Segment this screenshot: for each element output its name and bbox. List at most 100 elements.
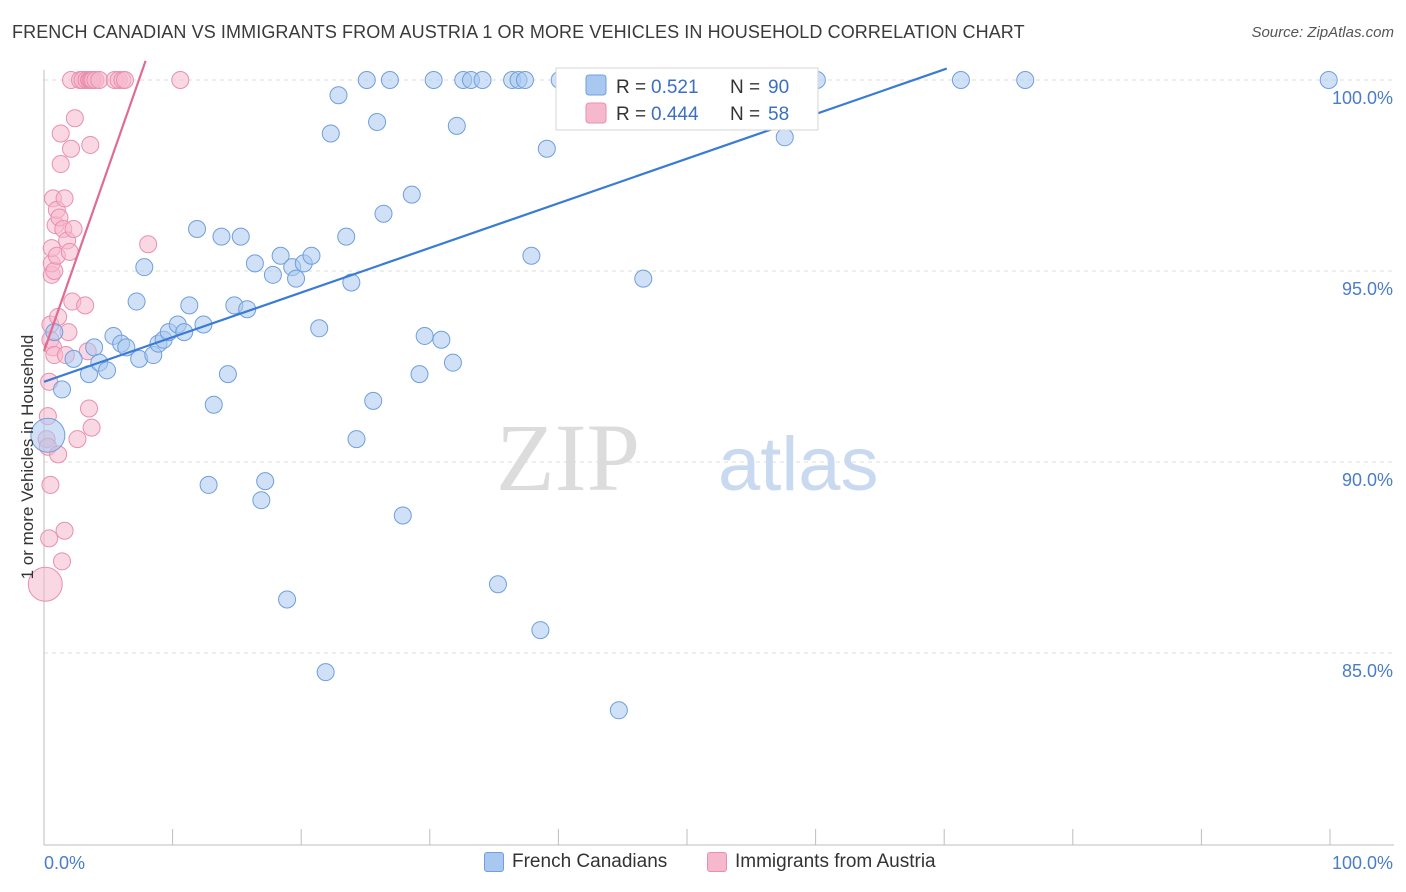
data-point <box>188 219 207 238</box>
data-point <box>515 71 534 89</box>
data-point <box>81 135 100 154</box>
data-point <box>82 418 101 437</box>
data-point <box>218 365 237 384</box>
data-point <box>62 139 81 158</box>
data-point <box>53 552 72 571</box>
data-point <box>231 227 250 246</box>
data-point <box>64 219 83 238</box>
data-point <box>1319 71 1338 89</box>
data-point <box>76 296 95 315</box>
watermark: ZIP atlas <box>496 404 879 511</box>
gridlines <box>44 79 1394 654</box>
legend-r-label-pink: R = <box>616 104 646 125</box>
legend-swatch-pink <box>585 102 607 124</box>
legend-r-value-blue: 0.521 <box>651 77 699 98</box>
series-french-canadians <box>30 71 1338 720</box>
data-point <box>374 204 393 223</box>
x-ticks <box>43 829 1331 845</box>
y-tick-label-90: 90.0% <box>1342 470 1393 490</box>
data-point <box>432 330 451 349</box>
data-point <box>531 621 550 640</box>
data-point <box>65 109 84 128</box>
y-tick-label-100: 100.0% <box>1332 88 1393 108</box>
y-axis-label: 1 or more Vehicles in Household <box>18 335 37 580</box>
data-point <box>127 292 146 311</box>
bottom-legend-label-french-canadians: French Canadians <box>512 851 668 872</box>
data-point <box>316 663 335 682</box>
data-point <box>1016 71 1035 89</box>
bottom-legend-item-french-canadians: French Canadians <box>484 851 667 873</box>
data-point <box>252 491 271 510</box>
data-point <box>204 395 223 414</box>
data-point <box>488 575 507 594</box>
data-point <box>53 380 72 399</box>
source-label: Source: ZipAtlas.com <box>1251 24 1394 41</box>
data-point <box>68 430 87 449</box>
data-point <box>634 269 653 288</box>
data-point <box>30 417 66 453</box>
legend-n-value-pink: 58 <box>768 104 789 125</box>
y-tick-label-95: 95.0% <box>1342 279 1393 299</box>
data-point <box>171 71 190 89</box>
data-point <box>380 71 399 89</box>
legend-swatch-blue <box>585 74 607 96</box>
data-point <box>263 265 282 284</box>
data-point <box>402 185 421 204</box>
data-point <box>271 246 290 265</box>
data-point <box>135 258 154 277</box>
data-point <box>278 590 297 609</box>
data-point <box>364 391 383 410</box>
data-point <box>27 566 63 602</box>
bottom-legend-item-immigrants-from-austria: Immigrants from Austria <box>707 851 936 873</box>
data-point <box>55 189 74 208</box>
data-point <box>41 475 60 494</box>
data-point <box>321 124 340 143</box>
bottom-legend-label-immigrants-from-austria: Immigrants from Austria <box>735 851 936 872</box>
trend-line-immigrants-from-austria <box>42 60 147 352</box>
x-tick-label-100: 100.0% <box>1332 853 1393 873</box>
data-point <box>45 262 64 280</box>
data-point <box>329 86 348 105</box>
data-point <box>245 254 264 273</box>
legend-n-value-blue: 90 <box>768 77 789 98</box>
stats-legend: R = 0.521 N = 90 R = 0.444 N = 58 <box>555 67 819 131</box>
data-point <box>98 361 117 380</box>
data-point <box>775 128 794 147</box>
data-point <box>302 246 321 265</box>
data-point <box>180 296 199 315</box>
data-point <box>55 521 74 540</box>
data-point <box>347 430 366 449</box>
data-point <box>342 273 361 292</box>
data-point <box>90 71 109 89</box>
data-point <box>40 529 59 548</box>
data-point <box>424 71 443 89</box>
x-tick-label-0: 0.0% <box>44 853 85 873</box>
watermark-atlas: atlas <box>718 422 879 507</box>
legend-n-label-pink: N = <box>730 104 760 125</box>
data-point <box>287 269 306 288</box>
data-point <box>537 139 556 158</box>
data-point <box>139 235 158 254</box>
data-point <box>116 71 135 89</box>
data-point <box>393 506 412 525</box>
data-point <box>415 326 434 345</box>
legend-n-label-blue: N = <box>730 77 760 98</box>
watermark-zip: ZIP <box>496 404 640 511</box>
data-point <box>357 71 376 89</box>
data-point <box>473 71 492 89</box>
bottom-legend: French Canadians Immigrants from Austria <box>0 851 1406 879</box>
data-point <box>443 353 462 372</box>
data-point <box>951 71 970 89</box>
legend-r-value-pink: 0.444 <box>651 104 699 125</box>
data-point <box>64 349 83 368</box>
bottom-legend-swatch-blue <box>484 852 504 872</box>
data-point <box>310 319 329 338</box>
legend-r-label-blue: R = <box>616 77 646 98</box>
data-point <box>199 475 218 494</box>
data-point <box>410 365 429 384</box>
bottom-legend-swatch-pink <box>707 852 727 872</box>
data-point <box>85 338 104 357</box>
data-point <box>80 399 99 418</box>
data-point <box>51 155 70 174</box>
